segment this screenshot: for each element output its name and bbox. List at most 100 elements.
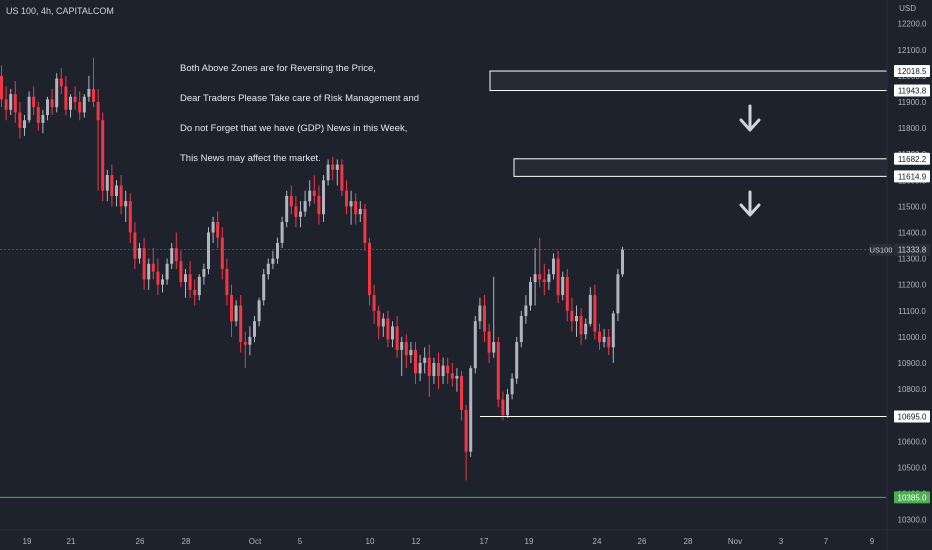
zone-bottom-price-label: 11943.8	[898, 87, 927, 96]
x-tick-label: 21	[67, 537, 76, 546]
x-tick-label: 28	[182, 537, 191, 546]
candle-up	[82, 96, 86, 113]
candle-up	[46, 99, 49, 116]
candle-up	[299, 211, 302, 217]
x-tick-label: 19	[525, 537, 534, 546]
candle-down	[133, 232, 137, 259]
candle-down	[32, 96, 36, 108]
candle-down	[464, 409, 468, 452]
candle-up	[161, 279, 164, 285]
x-tick-label: 10	[366, 537, 375, 546]
candle-up	[41, 115, 45, 123]
candle-up	[510, 378, 514, 395]
candle-up	[584, 323, 588, 335]
candle-down	[331, 164, 335, 170]
candle-down	[598, 331, 601, 343]
candle-down	[538, 274, 542, 280]
candle-down	[427, 357, 431, 377]
candle-up	[27, 96, 31, 121]
candle-up	[616, 274, 620, 314]
candle-up	[621, 249, 624, 275]
candle-down	[18, 112, 22, 129]
candle-down	[487, 331, 491, 353]
y-tick-label: 10500.0	[898, 463, 927, 472]
candle-down	[239, 305, 243, 343]
candle-up	[184, 274, 187, 283]
candles-group	[0, 57, 624, 481]
candle-down	[317, 195, 321, 215]
candle-down	[193, 289, 197, 296]
candle-up	[349, 201, 353, 207]
reversal-zone	[489, 70, 888, 92]
candle-down	[96, 101, 100, 121]
zone-top-price-label: 11682.2	[898, 155, 927, 164]
candle-up	[409, 349, 413, 356]
candle-up	[524, 305, 528, 316]
candle-up	[9, 94, 13, 110]
candle-up	[207, 232, 210, 269]
current-price-label-bg	[894, 243, 930, 256]
candle-down	[243, 342, 247, 345]
candle-up	[257, 300, 261, 322]
symbol-title: US 100, 4h, CAPITALCOM	[6, 6, 114, 16]
chart-annotation-note[interactable]: Both Above Zones are for Reversing the P…	[180, 44, 419, 174]
y-tick-label: 11800.0	[898, 124, 927, 133]
candle-up	[280, 222, 284, 243]
candle-down	[156, 271, 160, 285]
candle-up	[492, 342, 496, 353]
candle-up	[506, 394, 509, 416]
green-price-label-bg	[894, 491, 930, 504]
candle-up	[248, 336, 252, 345]
x-tick-label: 17	[480, 537, 489, 546]
candle-down	[0, 75, 3, 100]
zone-top-price-label: 12018.5	[898, 67, 927, 76]
candle-up	[253, 321, 256, 337]
x-tick-label: 19	[23, 537, 32, 546]
zone-bottom-price-label: 11614.9	[898, 172, 927, 181]
candle-down	[395, 326, 399, 350]
candle-down	[345, 190, 348, 207]
candle-down	[225, 269, 229, 296]
candle-up	[478, 305, 482, 322]
x-tick-label: 7	[824, 537, 829, 546]
candle-down	[289, 195, 293, 207]
candle-up	[211, 222, 215, 233]
candle-up	[575, 315, 578, 322]
candle-up	[381, 318, 385, 327]
candle-up	[611, 313, 615, 348]
candle-down	[377, 310, 381, 327]
candle-down	[78, 101, 82, 113]
candle-up	[441, 365, 445, 377]
candle-down	[437, 362, 440, 377]
candle-down	[151, 263, 155, 272]
candle-up	[588, 295, 592, 324]
candle-up	[170, 248, 174, 264]
y-tick-label: 11100.0	[898, 307, 926, 316]
candle-up	[87, 88, 91, 97]
candle-down	[414, 349, 417, 374]
y-tick-label: 12200.0	[898, 20, 927, 29]
y-tick-label: 10600.0	[898, 437, 927, 446]
candle-down	[386, 318, 390, 340]
candle-down	[340, 164, 344, 191]
x-tick-label: 9	[870, 537, 875, 546]
candle-up	[262, 274, 266, 301]
candle-down	[179, 261, 183, 283]
annotation-line: This News may affect the market.	[180, 153, 321, 164]
x-tick-label: Oct	[249, 537, 262, 546]
candle-down	[119, 185, 123, 207]
candle-down	[230, 295, 233, 322]
candle-down	[542, 279, 546, 283]
support-price-label: 10695.0	[898, 412, 927, 421]
candle-up	[335, 164, 339, 170]
candle-up	[391, 326, 394, 340]
y-tick-label: 11500.0	[898, 202, 927, 211]
candle-up	[547, 274, 551, 283]
candle-down	[556, 258, 560, 296]
y-tick-label: 11400.0	[898, 228, 927, 237]
zone-top-price-label-bg	[894, 65, 930, 78]
zone-bottom-price-label-bg	[894, 170, 930, 183]
candle-down	[565, 276, 569, 311]
candle-up	[602, 336, 606, 343]
